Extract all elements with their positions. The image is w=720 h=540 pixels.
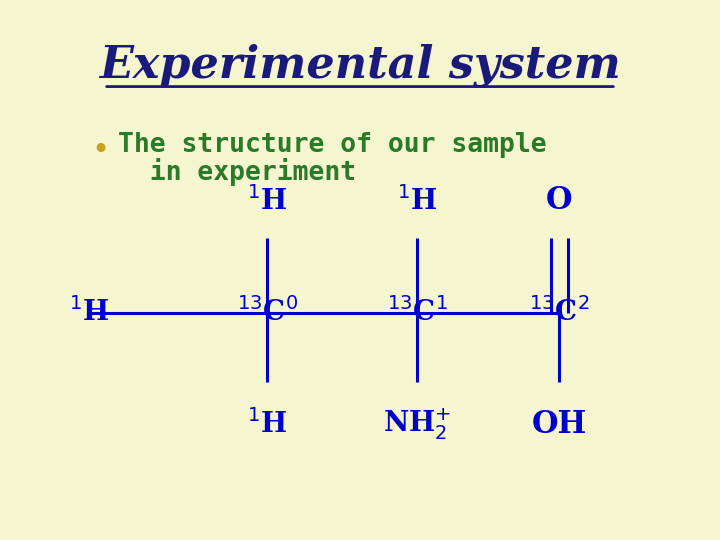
Text: $^{13}$C$^{1}$: $^{13}$C$^{1}$ [387, 298, 447, 327]
Text: The structure of our sample: The structure of our sample [118, 132, 546, 158]
Text: $^{13}$C$^{0}$: $^{13}$C$^{0}$ [237, 298, 298, 327]
Text: OH: OH [531, 409, 587, 440]
Text: Experimental system: Experimental system [99, 44, 621, 87]
Text: $^{1}$H: $^{1}$H [397, 186, 437, 216]
Text: O: O [546, 185, 572, 217]
Text: $^{1}$H: $^{1}$H [248, 409, 288, 439]
Text: in experiment: in experiment [118, 158, 356, 186]
Text: $^{1}$H: $^{1}$H [69, 298, 109, 327]
Text: $^{1}$H: $^{1}$H [248, 186, 288, 216]
Text: •: • [91, 136, 109, 165]
Text: $^{13}$C$^{2}$: $^{13}$C$^{2}$ [529, 298, 590, 327]
Text: NH$^{+}_{2}$: NH$^{+}_{2}$ [383, 406, 451, 442]
